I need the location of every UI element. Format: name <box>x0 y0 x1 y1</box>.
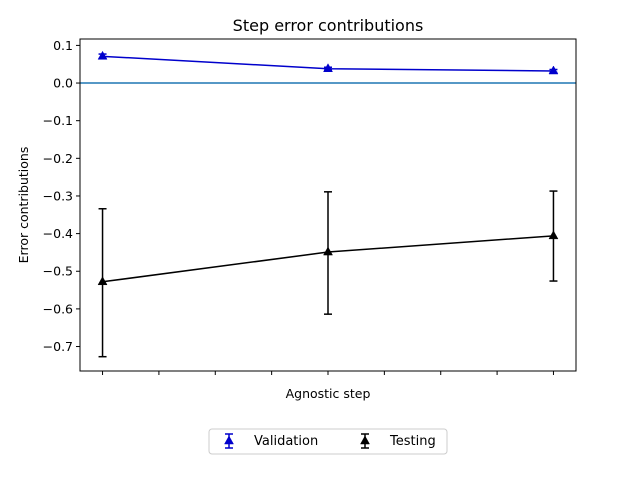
legend: Validation Testing <box>208 428 448 455</box>
testing-point <box>323 246 333 256</box>
validation-point <box>548 65 559 75</box>
y-tick-label: −0.6 <box>43 301 73 316</box>
y-tick-label: −0.1 <box>43 113 73 128</box>
y-tick-label: −0.5 <box>43 264 73 279</box>
y-tick-label: 0.1 <box>53 38 73 53</box>
legend-box <box>208 428 448 455</box>
legend-triangle-marker <box>360 435 370 445</box>
y-axis-label: Error contributions <box>16 147 31 264</box>
legend-triangle-marker <box>224 435 234 445</box>
legend-item-testing: Testing <box>360 433 436 449</box>
validation-point <box>323 63 333 72</box>
legend-item-validation: Validation <box>224 433 318 449</box>
y-tick-label: 0.0 <box>53 76 73 91</box>
series-testing <box>97 190 559 358</box>
legend-label-validation: Validation <box>254 434 318 449</box>
y-tick-label: −0.4 <box>43 226 73 241</box>
y-tick-label: −0.7 <box>43 339 73 354</box>
validation-point <box>97 50 108 60</box>
chart-title: Step error contributions <box>233 16 424 35</box>
testing-point <box>97 276 108 286</box>
y-tick-label: −0.2 <box>43 151 73 166</box>
legend-marker-testing <box>360 433 370 449</box>
y-tick-label: −0.3 <box>43 188 73 203</box>
testing-point <box>548 230 559 240</box>
legend-marker-validation <box>224 433 234 449</box>
plot-frame <box>79 38 577 372</box>
series-validation <box>97 50 559 75</box>
legend-label-testing: Testing <box>389 434 436 449</box>
x-axis-label: Agnostic step <box>286 386 371 401</box>
